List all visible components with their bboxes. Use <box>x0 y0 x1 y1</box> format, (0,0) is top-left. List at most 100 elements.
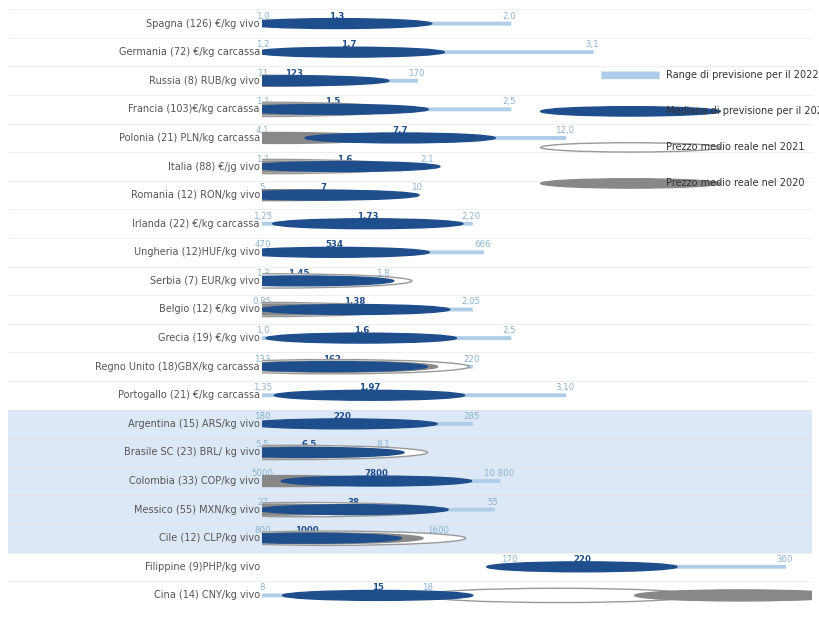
Text: 18: 18 <box>421 584 432 592</box>
Text: 5,5: 5,5 <box>256 441 269 449</box>
Text: 27: 27 <box>256 498 268 506</box>
Text: Regno Unito (18)GBX/kg carcassa: Regno Unito (18)GBX/kg carcassa <box>95 361 260 371</box>
Text: Cile (12) CLP/kg vivo: Cile (12) CLP/kg vivo <box>159 533 260 543</box>
Text: Prezzo medio reale nel 2021: Prezzo medio reale nel 2021 <box>665 142 803 152</box>
Text: 180: 180 <box>254 412 270 421</box>
Bar <box>8 410 262 438</box>
Text: Grecia (19) €/kg vivo: Grecia (19) €/kg vivo <box>158 333 260 343</box>
Circle shape <box>133 159 408 174</box>
Text: Messico (55) MXN/kg vivo: Messico (55) MXN/kg vivo <box>133 504 260 514</box>
Circle shape <box>237 361 427 371</box>
Text: 1,73: 1,73 <box>357 212 378 221</box>
Text: Ungheria (12)HUF/kg vivo: Ungheria (12)HUF/kg vivo <box>133 248 260 258</box>
Circle shape <box>421 588 695 602</box>
Text: 2,5: 2,5 <box>502 97 516 106</box>
Circle shape <box>211 534 401 543</box>
FancyBboxPatch shape <box>260 393 566 397</box>
Text: Romania (12) RON/kg vivo: Romania (12) RON/kg vivo <box>130 190 260 200</box>
Circle shape <box>241 19 431 28</box>
Text: 285: 285 <box>463 412 479 421</box>
Circle shape <box>238 105 428 115</box>
Circle shape <box>173 161 384 172</box>
Text: 6,5: 6,5 <box>301 441 316 449</box>
Text: 12,0: 12,0 <box>554 126 573 135</box>
Text: Mediana di previsione per il 2022: Mediana di previsione per il 2022 <box>665 106 819 116</box>
Text: 534: 534 <box>325 240 342 249</box>
Text: 220: 220 <box>333 412 351 421</box>
Text: 1,1: 1,1 <box>256 155 269 163</box>
Bar <box>8 524 262 553</box>
Text: Belgio (12) €/kg vivo: Belgio (12) €/kg vivo <box>159 305 260 314</box>
Text: 1,0: 1,0 <box>256 326 269 335</box>
Text: 7800: 7800 <box>364 469 388 478</box>
Text: 0,85: 0,85 <box>252 298 272 306</box>
Circle shape <box>165 504 376 515</box>
Circle shape <box>283 591 473 600</box>
Text: 1,6: 1,6 <box>337 155 352 163</box>
Circle shape <box>172 189 383 201</box>
Text: 1,38: 1,38 <box>343 298 364 306</box>
Circle shape <box>124 302 400 317</box>
Text: Prezzo medio reale nel 2020: Prezzo medio reale nel 2020 <box>665 178 803 188</box>
Text: 1,6: 1,6 <box>353 326 369 335</box>
Text: 1,3: 1,3 <box>256 269 269 278</box>
Text: Irlanda (22) €/kg carcassa: Irlanda (22) €/kg carcassa <box>133 219 260 229</box>
Text: 2,1: 2,1 <box>420 155 433 163</box>
Bar <box>262 410 811 438</box>
Text: Portogallo (21) €/kg carcassa: Portogallo (21) €/kg carcassa <box>118 390 260 400</box>
Text: 2,05: 2,05 <box>461 298 480 306</box>
Text: Spagna (126) €/kg vivo: Spagna (126) €/kg vivo <box>146 19 260 28</box>
Circle shape <box>281 476 471 486</box>
Text: 55: 55 <box>487 498 498 506</box>
Circle shape <box>137 274 411 288</box>
Text: 1,3: 1,3 <box>328 12 344 20</box>
FancyBboxPatch shape <box>260 365 473 369</box>
Text: 123: 123 <box>284 69 302 78</box>
Circle shape <box>174 104 385 115</box>
Text: 800: 800 <box>254 526 270 535</box>
Circle shape <box>239 248 429 258</box>
Text: 220: 220 <box>463 355 479 364</box>
Text: 1,25: 1,25 <box>252 212 272 221</box>
Bar <box>8 467 262 495</box>
Circle shape <box>177 475 388 487</box>
Bar <box>8 495 262 524</box>
FancyBboxPatch shape <box>260 279 384 283</box>
Bar <box>8 438 262 467</box>
Text: 162: 162 <box>323 355 341 364</box>
Text: Argentina (15) ARS/kg vivo: Argentina (15) ARS/kg vivo <box>128 419 260 429</box>
Text: 1,2: 1,2 <box>256 40 269 49</box>
Bar <box>262 524 811 553</box>
Bar <box>262 438 811 467</box>
Text: 10 800: 10 800 <box>483 469 514 478</box>
Text: Filippine (9)PHP/kg vivo: Filippine (9)PHP/kg vivo <box>145 562 260 572</box>
Text: 8: 8 <box>260 584 265 592</box>
Circle shape <box>211 533 423 543</box>
FancyBboxPatch shape <box>260 222 473 226</box>
FancyBboxPatch shape <box>260 336 511 340</box>
FancyBboxPatch shape <box>260 165 428 168</box>
Circle shape <box>179 447 391 458</box>
Text: 15: 15 <box>371 584 383 592</box>
Text: 1,7: 1,7 <box>341 40 356 49</box>
Circle shape <box>273 219 463 228</box>
Circle shape <box>540 106 719 116</box>
Text: Russia (8) RUB/kg vivo: Russia (8) RUB/kg vivo <box>149 76 260 86</box>
Text: 38: 38 <box>346 498 359 506</box>
Text: 1,35: 1,35 <box>252 383 272 392</box>
Circle shape <box>198 76 388 85</box>
FancyBboxPatch shape <box>260 193 418 197</box>
FancyBboxPatch shape <box>260 536 439 540</box>
Text: 2,0: 2,0 <box>502 12 516 20</box>
Text: 1,5: 1,5 <box>325 97 340 106</box>
Text: 133: 133 <box>254 355 270 364</box>
Text: 1600: 1600 <box>427 526 449 535</box>
Text: Range di previsione per il 2022: Range di previsione per il 2022 <box>665 71 818 80</box>
Circle shape <box>152 445 428 460</box>
Text: 170: 170 <box>408 69 424 78</box>
Text: 220: 220 <box>572 555 590 564</box>
Circle shape <box>274 391 464 400</box>
Text: 7: 7 <box>320 183 327 192</box>
Circle shape <box>486 562 676 572</box>
Text: 1,0: 1,0 <box>256 12 269 20</box>
